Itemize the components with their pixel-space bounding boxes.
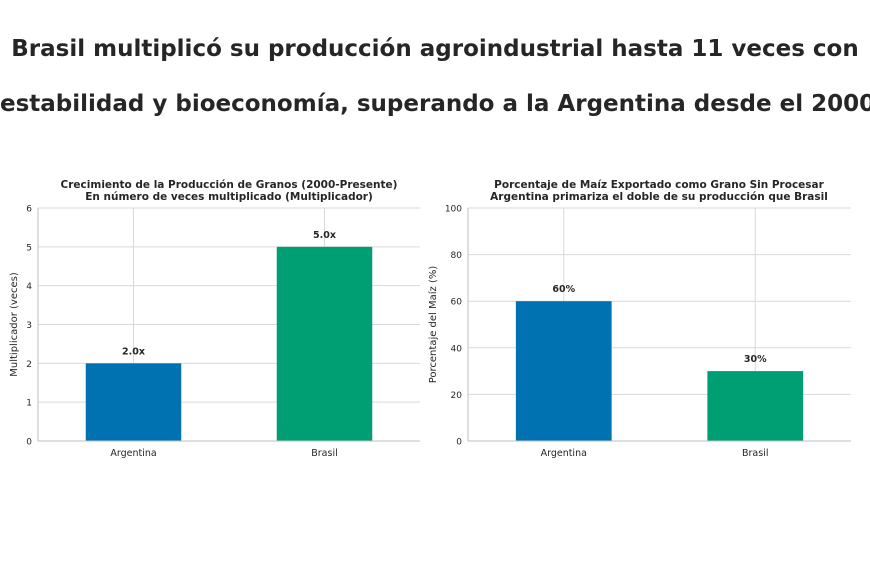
chart1-bar-brasil [276, 246, 373, 441]
chart1-ytick-label: 4 [26, 282, 32, 292]
chart2-ytick-label: 80 [451, 251, 463, 261]
chart1-xtick-label: Brasil [311, 448, 337, 459]
chart2-y-axis-label: Porcentaje del Maíz (%) [427, 266, 439, 384]
chart1-y-axis-label: Multiplicador (veces) [9, 272, 20, 377]
chart2-xtick-label: Argentina [541, 448, 587, 459]
chart1-title: Crecimiento de la Producción de Granos (… [61, 179, 398, 191]
chart2-data-label: 60% [552, 284, 575, 295]
chart2-xtick-label: Brasil [742, 448, 768, 459]
chart2-ytick-label: 20 [451, 391, 463, 401]
headline-line-1: Brasil multiplicó su producción agroindu… [11, 36, 859, 62]
chart2-subtitle: Argentina primariza el doble de su produ… [490, 191, 828, 203]
chart2-ytick-label: 100 [445, 205, 462, 215]
chart2-ytick-label: 40 [451, 344, 463, 354]
chart1-ytick-label: 6 [26, 205, 32, 215]
chart1-ytick-label: 3 [26, 321, 32, 331]
chart1-ytick-label: 5 [26, 243, 32, 253]
chart2-bar-argentina [515, 301, 612, 441]
chart2: Porcentaje de Maíz Exportado como Grano … [427, 179, 851, 459]
chart1-subtitle: En número de veces multiplicado (Multipl… [85, 191, 373, 203]
chart2-ytick-label: 60 [451, 298, 463, 308]
chart1-xtick-label: Argentina [110, 448, 156, 459]
chart2-title: Porcentaje de Maíz Exportado como Grano … [494, 179, 824, 191]
chart1-ytick-label: 0 [26, 438, 32, 448]
chart1-ytick-label: 2 [26, 360, 32, 370]
chart1-ytick-label: 1 [26, 399, 32, 409]
chart2-data-label: 30% [744, 354, 767, 365]
headline-line-2: estabilidad y bioeconomía, superando a l… [0, 91, 870, 117]
chart1: Crecimiento de la Producción de Granos (… [9, 179, 420, 459]
chart2-bar-brasil [707, 371, 804, 441]
chart1-data-label: 5.0x [313, 230, 336, 241]
chart2-ytick-label: 0 [456, 438, 462, 448]
chart1-data-label: 2.0x [122, 346, 145, 357]
chart1-bar-argentina [85, 363, 182, 441]
